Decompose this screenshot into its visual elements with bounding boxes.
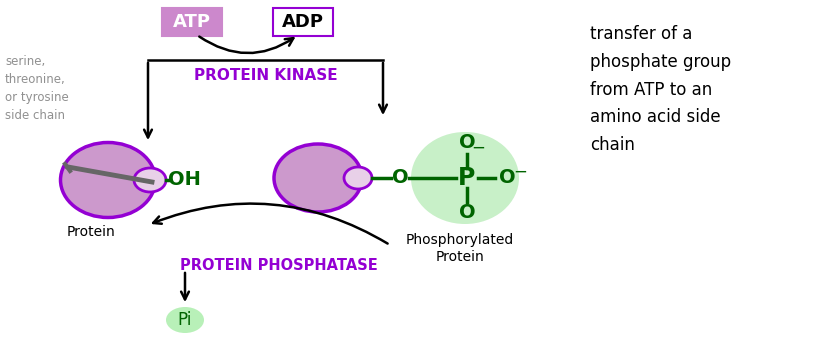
FancyArrowPatch shape	[153, 204, 387, 243]
Text: Pi: Pi	[178, 311, 192, 329]
Text: O: O	[391, 168, 408, 187]
Text: ATP: ATP	[173, 13, 211, 31]
Text: transfer of a
phosphate group
from ATP to an
amino acid side
chain: transfer of a phosphate group from ATP t…	[590, 25, 730, 154]
Text: −: −	[513, 163, 526, 181]
FancyArrowPatch shape	[199, 37, 293, 53]
Text: Phosphorylated
Protein: Phosphorylated Protein	[405, 233, 514, 264]
Ellipse shape	[165, 307, 203, 333]
Text: Protein: Protein	[67, 225, 116, 239]
Text: serine,
threonine,
or tyrosine
side chain: serine, threonine, or tyrosine side chai…	[5, 55, 69, 122]
Text: O: O	[498, 168, 514, 187]
Text: PROTEIN PHOSPHATASE: PROTEIN PHOSPHATASE	[180, 258, 377, 273]
Ellipse shape	[343, 167, 371, 189]
Ellipse shape	[274, 144, 361, 212]
Text: −: −	[471, 139, 485, 157]
Text: ADP: ADP	[282, 13, 323, 31]
Text: P: P	[458, 166, 476, 190]
Ellipse shape	[134, 168, 165, 192]
FancyBboxPatch shape	[273, 8, 332, 36]
Text: O: O	[458, 134, 475, 153]
Text: O: O	[458, 203, 475, 222]
Ellipse shape	[410, 132, 519, 224]
Ellipse shape	[60, 142, 155, 218]
Text: PROTEIN KINASE: PROTEIN KINASE	[194, 67, 337, 82]
FancyBboxPatch shape	[162, 8, 222, 36]
Text: OH: OH	[168, 171, 201, 190]
